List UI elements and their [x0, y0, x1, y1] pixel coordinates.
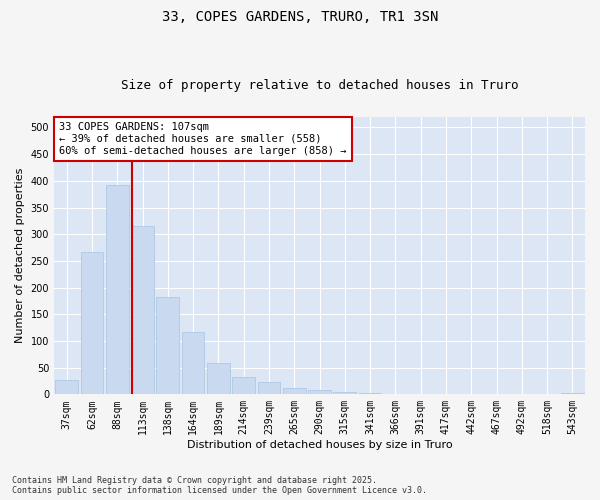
- Bar: [257, 382, 280, 394]
- Bar: [55, 380, 78, 394]
- Bar: [106, 184, 128, 394]
- Bar: [308, 390, 331, 394]
- Title: Size of property relative to detached houses in Truro: Size of property relative to detached ho…: [121, 79, 518, 92]
- Bar: [131, 226, 154, 394]
- Bar: [232, 376, 255, 394]
- Text: 33 COPES GARDENS: 107sqm
← 39% of detached houses are smaller (558)
60% of semi-: 33 COPES GARDENS: 107sqm ← 39% of detach…: [59, 122, 347, 156]
- Bar: [334, 392, 356, 394]
- Bar: [80, 252, 103, 394]
- Bar: [561, 392, 584, 394]
- Text: 33, COPES GARDENS, TRURO, TR1 3SN: 33, COPES GARDENS, TRURO, TR1 3SN: [162, 10, 438, 24]
- Text: Contains HM Land Registry data © Crown copyright and database right 2025.
Contai: Contains HM Land Registry data © Crown c…: [12, 476, 427, 495]
- Bar: [157, 297, 179, 394]
- Bar: [283, 388, 305, 394]
- X-axis label: Distribution of detached houses by size in Truro: Distribution of detached houses by size …: [187, 440, 452, 450]
- Bar: [207, 364, 230, 394]
- Y-axis label: Number of detached properties: Number of detached properties: [15, 168, 25, 343]
- Bar: [182, 332, 205, 394]
